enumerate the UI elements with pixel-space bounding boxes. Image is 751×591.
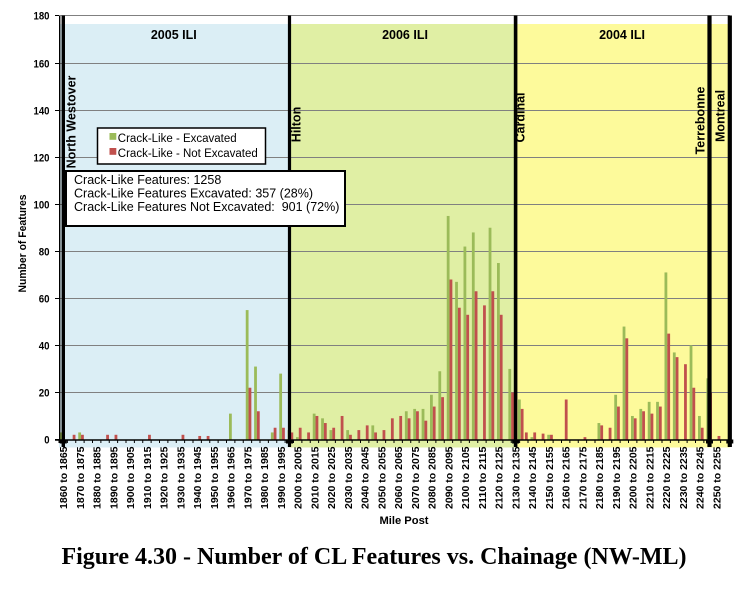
svg-text:2250 to 2255: 2250 to 2255: [711, 446, 723, 509]
svg-text:Crack-Like - Not Excavated: Crack-Like - Not Excavated: [118, 148, 258, 160]
svg-text:Figure 4.30 - Number of CL Fea: Figure 4.30 - Number of CL Features vs. …: [61, 544, 686, 570]
svg-text:2160 to 2165: 2160 to 2165: [561, 446, 573, 509]
svg-text:2004 ILI: 2004 ILI: [599, 28, 645, 42]
svg-text:1950 to 1955: 1950 to 1955: [209, 446, 221, 509]
svg-text:2006 ILI: 2006 ILI: [382, 28, 428, 42]
svg-text:120: 120: [34, 153, 50, 165]
svg-text:1860 to 1865: 1860 to 1865: [58, 446, 70, 509]
svg-text:100: 100: [34, 200, 50, 212]
svg-text:180: 180: [34, 11, 50, 23]
svg-text:1900 to 1905: 1900 to 1905: [125, 446, 137, 509]
svg-text:Cardinal: Cardinal: [514, 92, 528, 142]
svg-text:1960 to 1965: 1960 to 1965: [226, 446, 238, 509]
svg-text:Montreal: Montreal: [714, 90, 728, 142]
svg-text:1980 to 1985: 1980 to 1985: [259, 446, 271, 509]
svg-text:2150 to 2155: 2150 to 2155: [544, 446, 556, 509]
svg-text:2010 to 2015: 2010 to 2015: [309, 446, 321, 509]
svg-text:Terrebonne: Terrebonne: [694, 87, 708, 155]
svg-text:Crack-Like Features Excavated:: Crack-Like Features Excavated: 357 (28%): [74, 187, 313, 201]
svg-text:2170 to 2175: 2170 to 2175: [577, 446, 589, 509]
svg-text:1970 to 1975: 1970 to 1975: [242, 446, 254, 509]
svg-text:40: 40: [39, 341, 50, 353]
svg-text:1940 to 1945: 1940 to 1945: [192, 446, 204, 509]
svg-text:2220 to 2225: 2220 to 2225: [661, 446, 673, 509]
svg-text:1920 to 1925: 1920 to 1925: [159, 446, 171, 509]
svg-text:2070 to 2075: 2070 to 2075: [410, 446, 422, 509]
svg-text:80: 80: [39, 247, 50, 259]
svg-text:Hilton: Hilton: [290, 107, 304, 142]
svg-text:Crack-Like - Excavated: Crack-Like - Excavated: [118, 133, 237, 145]
svg-text:2110 to 2115: 2110 to 2115: [477, 446, 489, 509]
svg-text:1990 to 1995: 1990 to 1995: [276, 446, 288, 509]
svg-text:2240 to 2245: 2240 to 2245: [695, 446, 707, 509]
svg-text:60: 60: [39, 294, 50, 306]
svg-text:20: 20: [39, 388, 50, 400]
svg-text:2050 to 2055: 2050 to 2055: [376, 446, 388, 509]
svg-text:2040 to 2045: 2040 to 2045: [360, 446, 372, 509]
svg-text:1890 to 1895: 1890 to 1895: [108, 446, 120, 509]
svg-text:0: 0: [44, 435, 49, 447]
svg-text:2200 to 2205: 2200 to 2205: [628, 446, 640, 509]
svg-text:2210 to 2215: 2210 to 2215: [644, 446, 656, 509]
svg-text:Crack-Like Features: 1258: Crack-Like Features: 1258: [74, 173, 221, 187]
svg-text:North Westover: North Westover: [65, 75, 79, 168]
svg-text:2180 to 2185: 2180 to 2185: [594, 446, 606, 509]
svg-text:2230 to 2235: 2230 to 2235: [678, 446, 690, 509]
svg-text:2060 to 2065: 2060 to 2065: [393, 446, 405, 509]
svg-text:Crack-Like Features Not Excava: Crack-Like Features Not Excavated: 901 (…: [74, 200, 339, 214]
svg-text:2030 to 2035: 2030 to 2035: [343, 446, 355, 509]
svg-text:2140 to 2145: 2140 to 2145: [527, 446, 539, 509]
svg-text:Mile Post: Mile Post: [380, 515, 429, 527]
svg-text:1910 to 1915: 1910 to 1915: [142, 446, 154, 509]
svg-text:1870 to 1875: 1870 to 1875: [75, 446, 87, 509]
svg-text:1880 to 1885: 1880 to 1885: [92, 446, 104, 509]
svg-text:2020 to 2025: 2020 to 2025: [326, 446, 338, 509]
svg-text:2130 to 2135: 2130 to 2135: [510, 446, 522, 509]
svg-text:2190 to 2195: 2190 to 2195: [611, 446, 623, 509]
svg-text:140: 140: [34, 106, 50, 118]
svg-text:1930 to 1935: 1930 to 1935: [175, 446, 187, 509]
svg-text:160: 160: [34, 59, 50, 71]
svg-text:2005 ILI: 2005 ILI: [151, 28, 197, 42]
svg-text:2090 to 2095: 2090 to 2095: [443, 446, 455, 509]
svg-text:2100 to 2105: 2100 to 2105: [460, 446, 472, 509]
svg-text:2080 to 2085: 2080 to 2085: [427, 446, 439, 509]
svg-text:2000 to 2005: 2000 to 2005: [293, 446, 305, 509]
svg-text:2120 to 2125: 2120 to 2125: [494, 446, 506, 509]
svg-text:Number of Features: Number of Features: [17, 195, 29, 293]
